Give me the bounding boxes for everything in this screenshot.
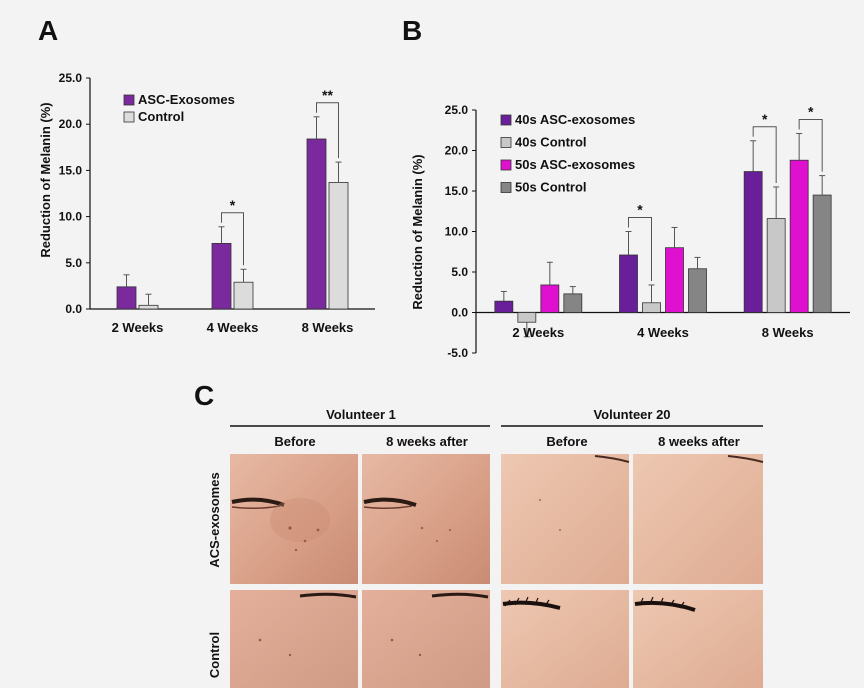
chart-a-legend-label: ASC-Exosomes — [138, 92, 235, 107]
col-header-after-1: 8 weeks after — [386, 434, 468, 449]
row-label-exosomes: ACS-exosomes — [207, 472, 222, 567]
chart-a-bar — [328, 182, 349, 310]
photo-headers: Volunteer 1 Volunteer 20 Before 8 weeks … — [207, 407, 763, 678]
chart-a-ylabel: Reduction of Melanin (%) — [38, 102, 53, 257]
panel-label-c: C — [194, 380, 214, 411]
chart-a: Reduction of Melanin (%) 0.0 5.0 10.0 15.0 2… — [38, 71, 375, 335]
chart-a-category-label: 8 Weeks — [302, 320, 354, 335]
photo-v1-after-exosomes — [362, 454, 490, 584]
chart-b-legend-swatch — [500, 114, 512, 126]
chart-b-legend-swatch — [500, 159, 512, 171]
chart-a-sig-label: * — [230, 197, 236, 213]
chart-a-ytick-label: 20.0 — [59, 117, 83, 131]
chart-b-legend-label: 50s Control — [515, 180, 587, 195]
chart-b-ytick-label: 25.0 — [445, 103, 469, 117]
panel-label-b: B — [402, 15, 422, 46]
chart-b-category-label: 4 Weeks — [637, 325, 689, 340]
chart-a-sig-bracket — [316, 102, 339, 159]
chart-b-ytick-label: 0.0 — [451, 306, 468, 320]
chart-b-sig-label: * — [808, 103, 814, 119]
chart-b-ytick-label: 20.0 — [445, 144, 469, 158]
chart-a-bar — [138, 304, 159, 310]
chart-b-ytick-label: 10.0 — [445, 225, 469, 239]
photo-v20-after-exosomes — [633, 454, 764, 584]
chart-b: Reduction of Melanin (%) -5.0 0.0 5.0 10.0 1… — [410, 103, 850, 360]
chart-a-bar — [116, 286, 137, 310]
chart-b-legend-label: 40s ASC-exosomes — [515, 112, 635, 127]
photo-v20-before-control — [501, 590, 629, 688]
volunteer-20-header: Volunteer 20 — [593, 407, 670, 422]
chart-a-ytick-label: 15.0 — [59, 163, 83, 177]
chart-b-legend-label: 50s ASC-exosomes — [515, 157, 635, 172]
chart-a-category-label: 4 Weeks — [207, 320, 259, 335]
chart-b-sig-bracket — [628, 217, 652, 281]
photo-v20-after-control — [633, 590, 763, 688]
chart-a-ytick-label: 0.0 — [65, 302, 82, 316]
col-header-after-20: 8 weeks after — [658, 434, 740, 449]
chart-a-legend-swatch — [123, 111, 135, 123]
chart-b-bar — [743, 171, 763, 313]
volunteer-1-header: Volunteer 1 — [326, 407, 396, 422]
chart-a-bar — [233, 281, 254, 310]
chart-b-ytick-label: 5.0 — [451, 265, 468, 279]
chart-b-legend-swatch — [500, 137, 512, 148]
chart-b-ytick-label: -5.0 — [447, 346, 468, 360]
chart-a-ytick-label: 5.0 — [65, 256, 82, 270]
chart-b-bar — [688, 268, 707, 313]
photo-grid — [230, 454, 764, 688]
chart-b-ylabel: Reduction of Melanin (%) — [410, 154, 425, 309]
chart-b-bar — [789, 159, 809, 313]
chart-a-sig-bracket — [221, 212, 244, 266]
chart-a-bar — [211, 242, 232, 310]
chart-a-ytick-label: 25.0 — [59, 71, 83, 85]
chart-b-bar — [517, 312, 537, 323]
row-label-control: Control — [207, 632, 222, 678]
chart-b-category-label: 2 Weeks — [512, 325, 564, 340]
photo-v1-before-exosomes — [230, 454, 358, 584]
chart-b-bar — [642, 302, 661, 313]
photo-v20-before-exosomes — [501, 454, 630, 584]
chart-b-legend-swatch — [500, 182, 512, 193]
chart-b-sig-bracket — [798, 118, 823, 172]
chart-b-ytick-label: 15.0 — [445, 184, 469, 198]
chart-b-bar — [619, 254, 638, 313]
chart-b-sig-bracket — [752, 126, 777, 183]
chart-a-sig-label: ** — [322, 87, 333, 103]
chart-a-legend-swatch — [123, 94, 135, 106]
chart-b-bar — [665, 247, 684, 313]
chart-b-sig-label: * — [762, 111, 768, 127]
chart-b-category-label: 8 Weeks — [762, 325, 814, 340]
col-header-before-1: Before — [274, 434, 315, 449]
chart-b-bar — [563, 293, 583, 313]
panel-label-a: A — [38, 15, 58, 46]
chart-b-bar — [812, 194, 832, 313]
chart-a-category-label: 2 Weeks — [112, 320, 164, 335]
chart-b-legend-label: 40s Control — [515, 135, 587, 150]
col-header-before-20: Before — [546, 434, 587, 449]
chart-b-bar — [540, 284, 560, 313]
chart-b-sig-label: * — [637, 202, 643, 218]
photo-v1-after-control — [362, 590, 490, 688]
chart-b-bar — [494, 300, 514, 313]
photo-v1-before-control — [230, 590, 358, 688]
chart-b-bar — [766, 218, 786, 313]
chart-a-bar — [306, 138, 327, 310]
chart-a-legend-label: Control — [138, 109, 184, 124]
chart-a-ytick-label: 10.0 — [59, 210, 83, 224]
